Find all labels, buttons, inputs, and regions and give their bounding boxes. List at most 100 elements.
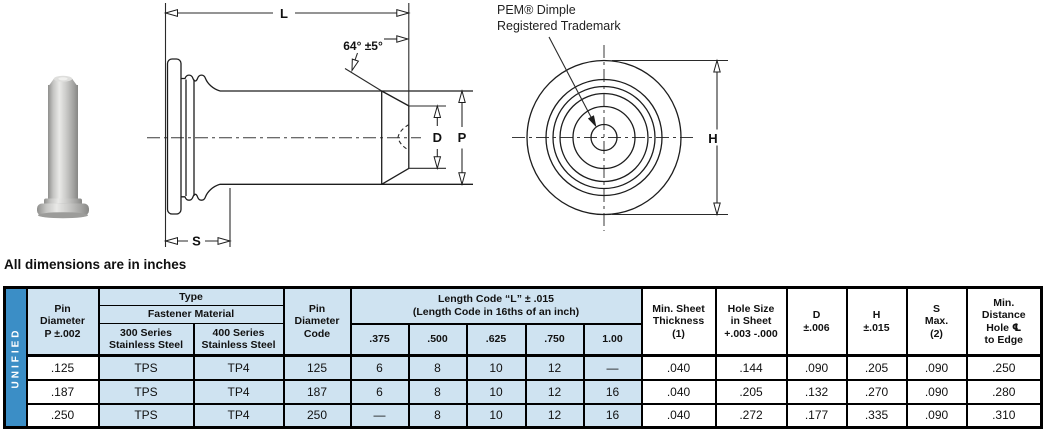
technical-drawing: L 64° ±5° D [37, 3, 728, 249]
cell-length: 10 [465, 402, 527, 429]
cell-length: 8 [407, 402, 468, 429]
cell-pin-diameter: .250 [25, 402, 100, 429]
cell-length: 6 [349, 354, 410, 381]
cell-length: — [349, 402, 410, 429]
dim-label-p: P [458, 130, 467, 145]
photo-pin-flange [37, 203, 89, 216]
series-band: UNIFIED [3, 286, 28, 429]
product-photo [37, 75, 89, 219]
table-row: .187 TPS TP4 187 6 8 10 12 16 .040 .205 … [5, 378, 1043, 405]
header-pin-diameter: Pin Diameter P ±.002 [25, 286, 100, 357]
rib-bottom-contour [181, 183, 221, 201]
cell-h: .335 [845, 402, 908, 429]
cell-h: .205 [845, 354, 908, 381]
head-outer-circle [526, 59, 682, 216]
dimple-note-line2: Registered Trademark [497, 19, 621, 33]
chamfer-top [381, 90, 410, 107]
dimension-l: L [163, 3, 411, 247]
dimple-leader [548, 36, 597, 128]
cell-length: 16 [582, 402, 643, 429]
dimension-s: S [163, 188, 232, 249]
dimple-circle [590, 123, 618, 152]
photo-pin-body [48, 85, 78, 202]
cell-hole-size: .272 [714, 402, 788, 429]
cell-s: .090 [905, 402, 968, 429]
rib-top-contour [181, 74, 221, 92]
header-length-500: .500 [407, 322, 468, 357]
cell-length: 10 [465, 378, 527, 405]
cell-min-sheet: .040 [640, 402, 717, 429]
cell-type-400: TP4 [192, 378, 285, 405]
cell-length: 12 [524, 354, 585, 381]
cell-length: 10 [465, 354, 527, 381]
dimension-d: D [433, 104, 442, 171]
cell-s: .090 [905, 378, 968, 405]
cell-type-300: TPS [97, 378, 195, 405]
cell-type-400: TP4 [192, 402, 285, 429]
header-pin-code: Pin Diameter Code [282, 286, 352, 357]
cell-hole-size: .205 [714, 378, 788, 405]
header-s: S Max. (2) [905, 286, 968, 357]
dim-label-h: H [708, 131, 717, 146]
header-h: H ±.015 [845, 286, 908, 357]
dimension-h: H [612, 58, 728, 217]
dim-label-s: S [192, 234, 201, 249]
header-series-400: 400 Series Stainless Steel [192, 323, 285, 357]
cell-length: 6 [349, 378, 410, 405]
dimple-note-line1: PEM® Dimple [497, 3, 576, 17]
cell-min-sheet: .040 [640, 354, 717, 381]
chamfer-extension [344, 68, 382, 92]
series-band-label: UNIFIED [10, 327, 22, 388]
cell-min-dist: .280 [965, 378, 1043, 405]
cell-min-sheet: .040 [640, 378, 717, 405]
cell-d: .132 [785, 378, 848, 405]
dim-label-d: D [433, 130, 442, 145]
header-min-dist: Min. Distance Hole ℄ to Edge [965, 286, 1043, 357]
header-length-375: .375 [349, 322, 410, 357]
cell-length: 12 [524, 402, 585, 429]
top-view: PEM® Dimple Registered Trademark H [497, 3, 728, 231]
header-fastener-material: Fastener Material [97, 305, 285, 324]
table-row: .250 TPS TP4 250 — 8 10 12 16 .040 .272 … [5, 402, 1043, 429]
flange-outline [166, 58, 182, 215]
units-note: All dimensions are in inches [4, 257, 187, 272]
header-type: Type [97, 286, 285, 306]
cell-type-300: TPS [97, 354, 195, 381]
header-min-sheet: Min. Sheet Thickness (1) [640, 286, 717, 357]
cell-type-400: TP4 [192, 354, 285, 381]
dimension-p: P [458, 89, 467, 187]
cell-hole-size: .144 [714, 354, 788, 381]
cell-pin-code: 187 [282, 378, 352, 405]
cell-length: 12 [524, 378, 585, 405]
side-view: L 64° ±5° D [147, 3, 473, 249]
cell-d: .177 [785, 402, 848, 429]
spec-table: UNIFIED Pin Diameter P ±.002 Type Pin Di… [3, 286, 1043, 429]
chamfer-bottom [381, 167, 410, 185]
cell-min-dist: .310 [965, 402, 1043, 429]
cell-h: .270 [845, 378, 908, 405]
header-d: D ±.006 [785, 286, 848, 357]
cell-d: .090 [785, 354, 848, 381]
header-hole-size: Hole Size in Sheet +.003 -.000 [714, 286, 788, 357]
cell-pin-diameter: .125 [25, 354, 100, 381]
header-length-750: .750 [524, 322, 585, 357]
cell-length: 8 [407, 354, 468, 381]
cell-pin-code: 125 [282, 354, 352, 381]
cell-s: .090 [905, 354, 968, 381]
header-series-300: 300 Series Stainless Steel [97, 323, 195, 357]
cell-pin-code: 250 [282, 402, 352, 429]
cell-min-dist: .250 [965, 354, 1043, 381]
cell-length: — [582, 354, 643, 381]
header-length-100: 1.00 [582, 322, 643, 357]
tip-dimple-hidden [397, 124, 410, 151]
cell-length: 16 [582, 378, 643, 405]
cell-type-300: TPS [97, 402, 195, 429]
cell-length: 8 [407, 378, 468, 405]
header-length-625: .625 [465, 322, 527, 357]
dim-label-angle: 64° ±5° [343, 39, 383, 53]
table-row: .125 TPS TP4 125 6 8 10 12 — .040 .144 .… [5, 354, 1043, 381]
dim-label-l: L [280, 6, 288, 21]
header-length-code: Length Code “L” ± .015 (Length Code in 1… [349, 286, 643, 325]
cell-pin-diameter: .187 [25, 378, 100, 405]
